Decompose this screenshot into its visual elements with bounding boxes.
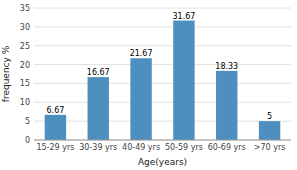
chart: 0 5 10 15 20 25 30 35 6.67 16.67 21.67 31.67 18.33 5 1… [0,0,297,170]
y-tick-label: 15 [20,79,30,88]
y-tick-label: 25 [20,42,30,51]
grid [34,8,291,140]
y-tick-label: 30 [20,23,30,32]
x-tick-label: 30-39 yrs [79,143,117,152]
y-tick-label: 0 [25,136,30,145]
grid-line [34,26,291,27]
grid-line [34,121,291,122]
x-axis-title: Age(years) [138,157,187,167]
x-tick-label: 15-29 yrs [36,143,74,152]
data-label: 21.67 [130,49,153,58]
x-axis-line [34,140,291,141]
x-tick-label: 40-49 yrs [122,143,160,152]
bar [45,115,66,140]
bar [130,58,151,140]
y-tick-label: 20 [20,61,30,70]
x-tick-label: 60-69 yrs [208,143,246,152]
grid-line [34,102,291,103]
data-label: 5 [267,112,272,121]
bar [173,21,194,140]
data-label: 16.67 [87,68,110,77]
data-labels: 6.67 16.67 21.67 31.67 18.33 5 [47,12,273,122]
y-tick-label: 10 [20,98,30,107]
x-axis: 15-29 yrs 30-39 yrs 40-49 yrs 50-59 yrs 60-6… [36,143,285,152]
data-label: 18.33 [215,62,238,71]
y-tick-label: 5 [25,117,30,126]
grid-line [34,8,291,9]
data-label: 31.67 [172,12,195,21]
bar [259,121,280,140]
x-tick-label: >70 yrs [254,143,286,152]
grid-line [34,140,291,141]
y-axis-title: frequency % [1,45,11,102]
y-axis: 0 5 10 15 20 25 30 35 [20,4,30,145]
y-tick-label: 35 [20,4,30,13]
x-tick-label: 50-59 yrs [165,143,203,152]
chart-container: 0 5 10 15 20 25 30 35 6.67 16.67 21.67 31.67 18.33 5 1… [0,0,297,170]
grid-line [34,45,291,46]
bar [88,77,109,140]
grid-line [34,64,291,65]
bar [216,71,237,140]
data-label: 6.67 [47,106,65,115]
grid-line [34,83,291,84]
bars [45,21,281,140]
